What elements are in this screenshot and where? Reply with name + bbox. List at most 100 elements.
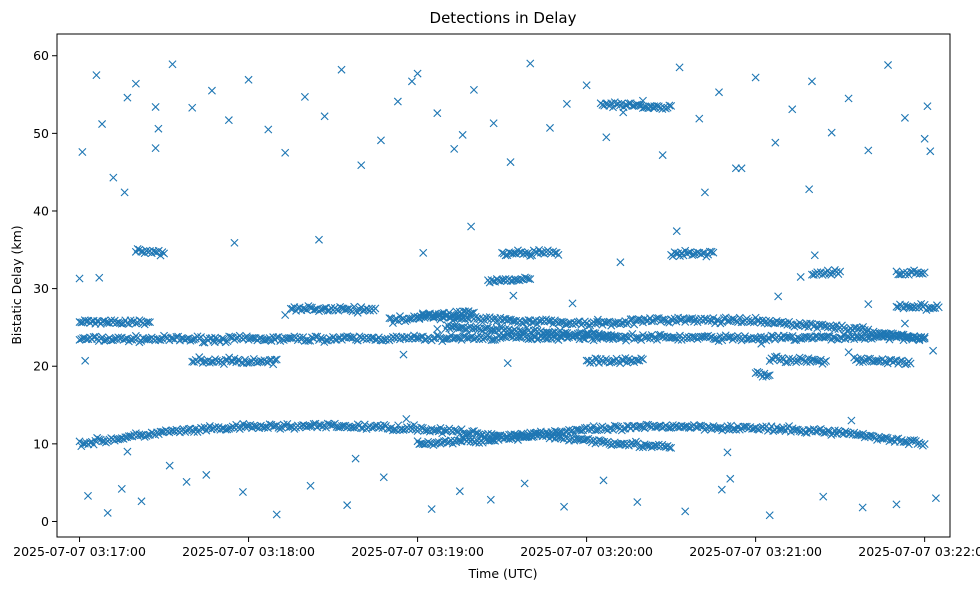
data-point <box>95 273 104 282</box>
data-point <box>934 303 943 312</box>
y-tick-label: 30 <box>33 281 49 296</box>
y-tick-label: 60 <box>33 48 49 63</box>
data-point <box>672 227 681 236</box>
data-point <box>647 317 656 326</box>
data-point <box>524 274 533 283</box>
data-point <box>726 315 735 324</box>
data-point <box>593 315 602 324</box>
data-point <box>622 336 631 345</box>
data-point <box>471 324 480 333</box>
data-point <box>230 238 239 247</box>
data-point <box>75 437 84 446</box>
data-point <box>864 354 873 363</box>
data-point <box>771 138 780 147</box>
data-point <box>427 505 436 514</box>
data-point <box>156 427 165 436</box>
data-point <box>624 99 633 108</box>
data-point <box>927 303 936 312</box>
data-point <box>348 423 357 432</box>
data-point <box>116 434 125 443</box>
data-point <box>797 334 806 343</box>
data-point <box>918 334 927 343</box>
data-point <box>855 333 864 342</box>
data-point <box>300 92 309 101</box>
data-point <box>484 429 492 438</box>
data-point <box>75 318 84 327</box>
data-point <box>635 101 644 110</box>
data-point <box>827 128 836 137</box>
data-point <box>337 65 346 74</box>
data-point <box>557 317 566 326</box>
data-point <box>810 251 819 260</box>
data-point <box>120 188 129 197</box>
data-point <box>892 500 901 509</box>
data-point <box>270 355 279 364</box>
data-point <box>675 63 684 72</box>
data-point <box>397 425 406 434</box>
data-point <box>587 329 596 338</box>
data-point <box>75 274 84 283</box>
data-point <box>123 93 132 102</box>
data-point <box>410 421 419 430</box>
data-point <box>851 355 860 364</box>
data-point <box>188 103 197 112</box>
data-point <box>359 306 367 315</box>
data-point <box>508 317 517 326</box>
data-point <box>272 510 281 519</box>
data-point <box>469 308 478 317</box>
data-point <box>526 275 535 284</box>
data-point <box>815 320 823 329</box>
data-point <box>360 420 369 429</box>
data-point <box>797 354 806 363</box>
y-tick-label: 10 <box>33 436 49 451</box>
y-tick-label: 0 <box>41 514 49 529</box>
data-point <box>847 416 856 425</box>
data-point <box>274 332 283 341</box>
data-point <box>306 422 315 431</box>
data-point <box>633 498 642 507</box>
data-point <box>165 461 174 470</box>
data-point <box>487 436 496 445</box>
data-point <box>765 511 774 520</box>
data-point <box>774 425 783 434</box>
data-point <box>197 333 206 342</box>
data-point <box>151 102 160 111</box>
data-point <box>757 339 766 348</box>
data-point <box>109 173 118 182</box>
data-point <box>545 123 554 132</box>
data-point <box>731 164 740 173</box>
data-point <box>906 359 915 368</box>
data-point <box>168 60 177 69</box>
data-point <box>908 436 917 445</box>
data-point <box>503 359 512 368</box>
data-point <box>137 497 146 506</box>
data-point <box>584 321 593 330</box>
data-point <box>343 501 352 510</box>
data-point <box>520 249 529 258</box>
data-point <box>638 355 647 364</box>
data-point <box>508 249 517 258</box>
data-point <box>402 415 411 424</box>
data-point <box>836 267 845 276</box>
data-point <box>554 250 563 259</box>
data-point <box>562 99 571 108</box>
data-point <box>774 292 783 301</box>
data-point <box>468 309 477 318</box>
data-point <box>582 81 591 90</box>
data-point <box>505 435 514 444</box>
data-point <box>593 426 602 435</box>
data-point <box>486 495 495 504</box>
data-point <box>876 434 885 443</box>
data-point <box>746 317 755 326</box>
data-point <box>207 86 216 95</box>
data-point <box>200 338 209 347</box>
data-point <box>763 334 772 343</box>
data-point <box>357 161 366 170</box>
data-point <box>575 426 584 435</box>
data-point <box>709 248 718 257</box>
data-point <box>665 101 674 110</box>
data-point <box>528 433 537 442</box>
data-point <box>86 438 95 447</box>
